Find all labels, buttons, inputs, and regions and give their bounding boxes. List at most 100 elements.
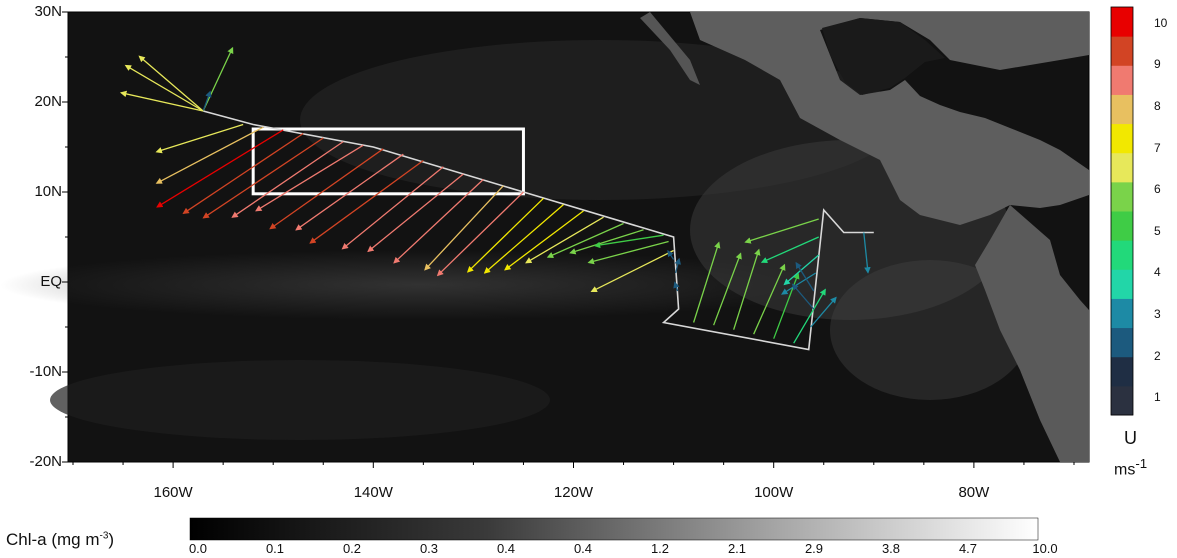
chl-title-base: Chl-a (mg m [6,530,100,549]
wind-arrow [587,240,669,265]
lat-label: EQ [40,273,62,290]
lon-label: 160W [153,484,193,501]
wind-arrow [781,272,817,295]
wind-arrow [466,197,544,273]
wind-speed-tick: 4 [1154,265,1161,280]
wind-arrow [673,281,680,292]
wind-arrow [424,185,504,271]
wind-arrow [255,144,364,212]
wind-arrow [202,46,234,112]
wind-arrow [791,283,815,310]
lat-label: 10N [34,183,62,200]
wind-arrow [744,218,819,244]
wind-arrow [119,90,204,112]
wind-arrow [156,129,284,208]
chl-title-exp: -3 [99,530,109,542]
lat-label: -10N [29,363,62,380]
colorbar-border [1110,6,1134,416]
wind-arrow [733,248,761,330]
lat-label: 30N [34,3,62,20]
north-america-land [610,12,1089,225]
wind-speed-tick: 7 [1154,140,1161,155]
wind-arrow [231,141,344,218]
colorbar-segment [1111,181,1133,212]
gulf-of-mexico-water [822,18,945,95]
wind-arrow [810,296,837,328]
wind-arrow [483,204,564,274]
wind-speed-tick: 2 [1154,348,1161,363]
wind-arrow [713,252,742,326]
wind-arrow [753,263,786,335]
wind-speed-tick: 5 [1154,223,1161,238]
wind-arrow [155,126,264,184]
cruise-track [202,110,874,351]
wind-arrow [367,173,464,253]
wind-arrow [269,148,384,230]
chl-tick: 0.3 [419,541,439,556]
wind-speed-tick: 6 [1154,182,1161,197]
chl-tick: 0.0 [188,541,208,556]
colorbar-segment [1111,65,1133,95]
colorbar-segment [1111,240,1133,270]
wind-arrow [546,222,624,258]
colorbar-segment [1111,7,1133,37]
chl-tick: 0.2 [342,541,362,556]
wind-arrow [692,241,721,323]
colorbar-segment [1111,123,1133,154]
wind-speed-tick: 1 [1154,390,1161,405]
lon-label: 100W [754,484,794,501]
chl-tick: 0.4 [573,541,593,556]
chl-tick: 10.0 [1032,541,1058,556]
wind-arrow [590,249,674,293]
wind-arrow [202,90,212,112]
lon-label: 140W [353,484,393,501]
wind-arrow [793,288,826,344]
colorbar-segment [1111,36,1133,66]
colorbar-segment [1111,152,1133,183]
wind-arrow [436,191,524,277]
chl-tick: 2.9 [804,541,824,556]
wind-speed-tick: 10 [1154,15,1168,30]
axis-ticks [62,11,1075,468]
wind-vectors [119,46,871,344]
wind-arrow [295,153,404,231]
landmass [610,12,1089,462]
colorbar-segment [1111,356,1133,387]
lon-label: 80W [958,484,990,501]
chl-tick: 1.2 [650,541,670,556]
study-area-box [251,127,525,196]
wind-arrow [138,55,204,112]
lat-label: 20N [34,93,62,110]
colorbar-segment [1111,211,1133,241]
south-america-land [975,205,1089,462]
wind-arrow [569,229,644,255]
wind-arrow [863,232,871,274]
colorbar-segment [1111,94,1133,125]
wind-arrow [674,257,681,274]
chl-tick: 2.1 [727,541,747,556]
wind-arrow [309,159,424,244]
lat-label: -20N [29,453,62,470]
wind-speed-unit: ms-1 [1114,456,1147,479]
wind-arrow [202,137,324,219]
baja-peninsula [640,12,700,85]
wind-arrow [525,216,604,264]
wind-arrow [504,210,584,271]
wind-speed-title: U [1124,428,1137,448]
wind-speed-unit-exp: -1 [1135,456,1148,471]
wind-speed-tick: 9 [1154,57,1161,72]
wind-speed-colorbar [1110,6,1134,416]
chl-tick: 0.4 [496,541,516,556]
wind-speed-tick: 3 [1154,307,1161,322]
wind-speed-unit-base: ms [1114,461,1136,479]
chl-title-end: ) [108,530,115,549]
wind-arrow [760,236,819,264]
wind-arrow [795,261,815,292]
chl-tick: 3.8 [881,541,901,556]
wind-arrow [124,64,204,112]
wind-arrow [593,234,664,249]
colorbar-segment [1111,298,1133,329]
colorbar-segment [1111,385,1133,416]
colorbar-segment [1111,327,1133,358]
